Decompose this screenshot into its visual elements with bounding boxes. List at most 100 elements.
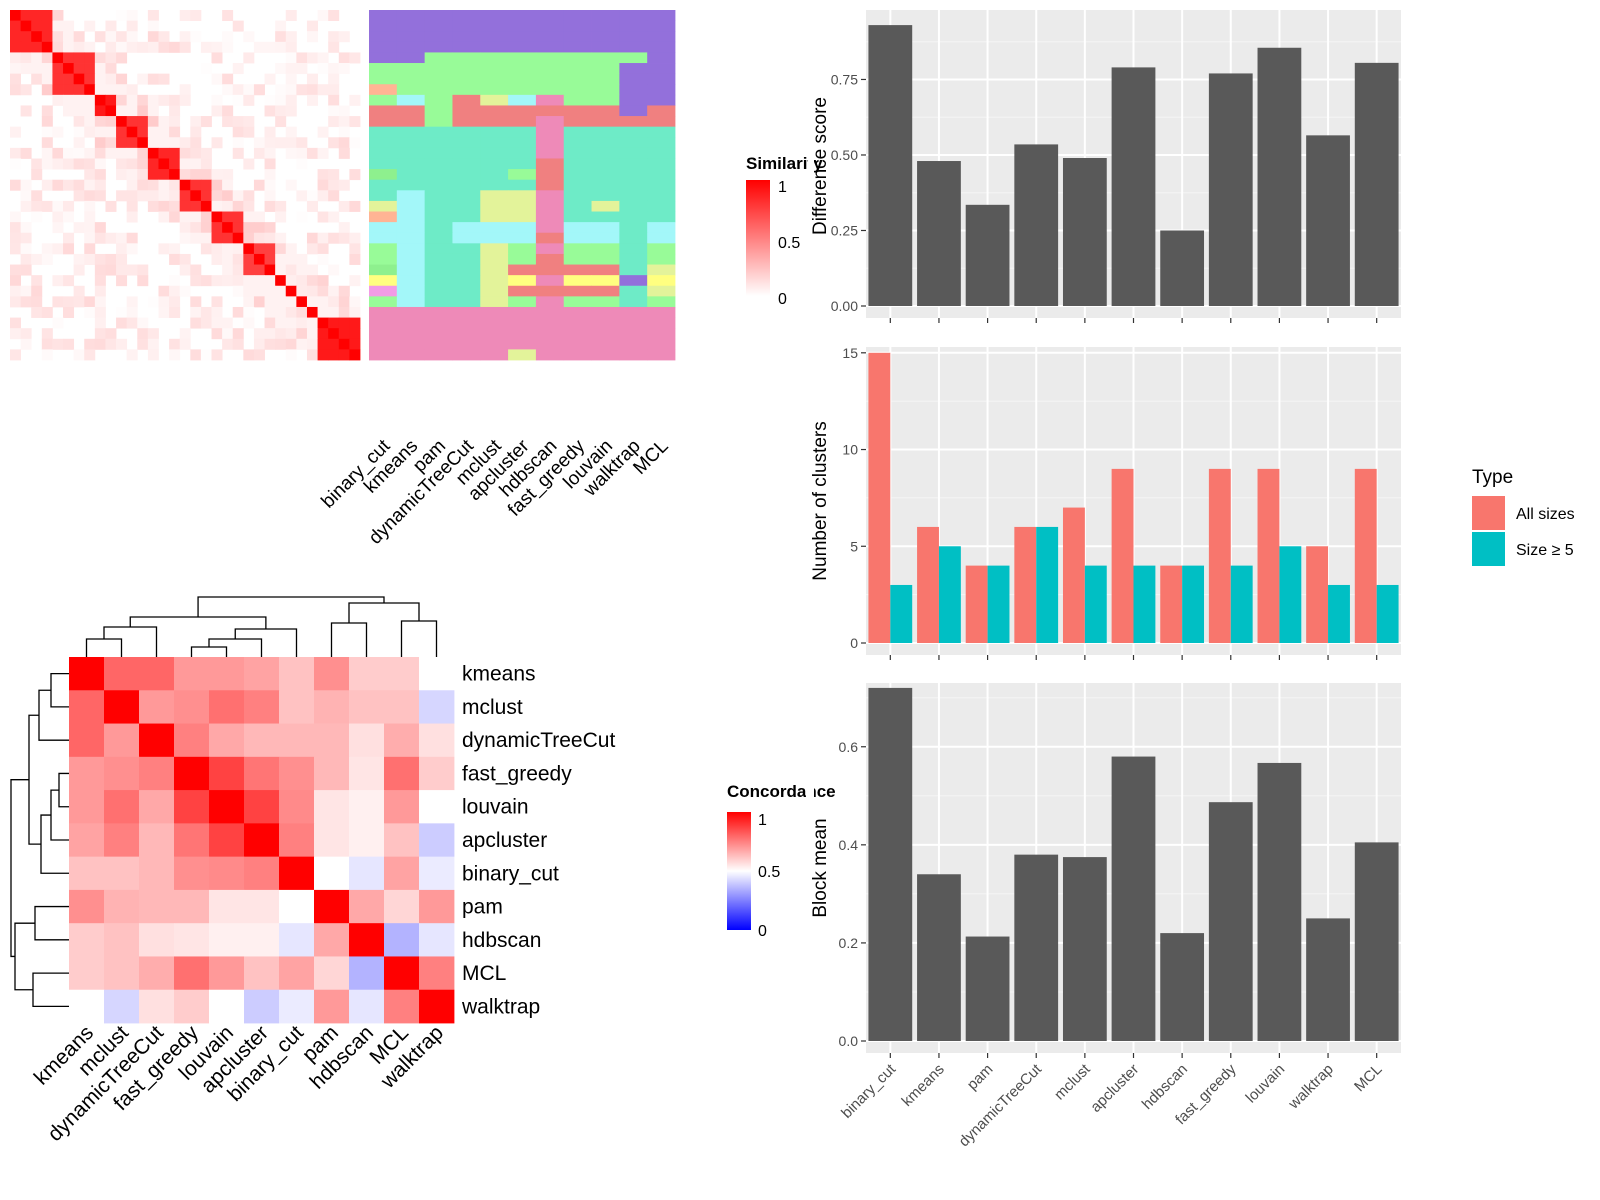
concordance-cell [104,690,140,724]
similarity-cell [285,41,297,53]
concordance-cell [139,690,175,724]
concordance-cell [139,723,175,758]
similarity-cell [306,147,318,159]
similarity-cell [105,200,117,212]
assignment-cell [480,179,509,191]
similarity-cell [73,147,85,159]
similarity-cell [285,147,297,159]
concordance-cell [244,756,280,791]
assignment-cell [535,285,565,297]
similarity-cell [232,137,244,149]
assignment-cell [508,63,537,75]
similarity-cell [243,158,255,170]
assignment-cell [619,253,648,265]
assignment-cell [563,285,592,297]
similarity-cell [169,349,181,361]
assignment-cell [619,52,648,64]
similarity-cell [94,126,106,138]
assignment-cell [647,179,676,191]
assignment-cell [424,317,453,329]
assignment-cell [369,52,398,64]
similarity-cell [73,296,85,308]
assignment-cell [452,317,481,329]
assignment-cell [619,147,648,159]
similarity-cell [275,211,287,223]
similarity-cell [285,285,297,297]
similarity-cell [179,328,191,340]
assignment-cell [452,41,481,53]
similarity-cell [147,20,159,32]
row-label: louvain [462,796,529,819]
similarity-cell [84,147,96,159]
concordance-cell [139,657,175,691]
concordance-cell [384,690,420,724]
similarity-cell [317,243,329,255]
dendrogram-branch [34,905,69,941]
assignment-cell [647,296,676,308]
assignment-cell [508,20,537,32]
similarity-cell [211,232,223,244]
similarity-cell [200,116,212,128]
similarity-cell [232,147,244,159]
assignment-cell [452,200,481,212]
concordance-cell [279,989,315,1024]
similarity-cell [232,275,244,287]
assignment-cell [508,253,537,265]
assignment-cell [396,105,426,117]
similarity-cell [10,275,22,287]
similarity-cell [349,296,361,308]
concordance-cell [384,889,420,924]
assignment-cell [647,31,676,43]
assignment-cell [591,73,620,85]
y-tick-label: 15 [842,345,858,361]
similarity-cell [232,338,244,350]
similarity-cell [328,94,340,106]
similarity-cell [328,306,340,318]
similarity-cell [73,31,85,43]
similarity-cell [63,94,75,106]
assignment-cell [619,105,648,117]
similarity-cell [10,41,22,53]
bar [1279,546,1302,643]
similarity-cell [317,275,329,287]
similarity-cell [222,179,234,191]
bar [1014,526,1037,643]
similarity-cell [84,105,96,117]
assignment-cell [563,158,592,170]
similarity-cell [253,84,265,96]
similarity-cell [317,84,329,96]
similarity-cell [73,137,85,149]
similarity-cell [84,63,96,75]
assignment-cell [452,232,481,244]
assignment-cell [591,338,620,350]
similarity-cell [31,10,43,22]
similarity-cell [200,41,212,53]
similarity-cell [137,73,149,85]
bar [1306,546,1329,643]
similarity-cell [126,20,138,32]
assignment-cell [619,63,648,75]
assignment-cell [619,275,648,287]
similarity-cell [285,306,297,318]
concordance-cell [209,989,245,1024]
similarity-cell [264,296,276,308]
assignment-cell [591,116,620,128]
similarity-cell [349,232,361,244]
assignment-cell [452,10,481,22]
bar [1354,468,1377,643]
assignment-cell [508,275,537,287]
concordance-cell [104,790,140,824]
concordance-cell [69,756,105,791]
similarity-cell [285,296,297,308]
assignment-cell [480,41,509,53]
similarity-cell [275,264,287,276]
similarity-cell [275,232,287,244]
y-tick-label: 10 [842,442,858,458]
bar [1111,756,1156,1041]
similarity-cell [116,31,128,43]
concordance-cell [209,889,245,924]
similarity-cell [190,31,202,43]
assignment-cell [369,63,398,75]
similarity-cell [20,31,32,43]
similarity-cell [41,253,53,265]
